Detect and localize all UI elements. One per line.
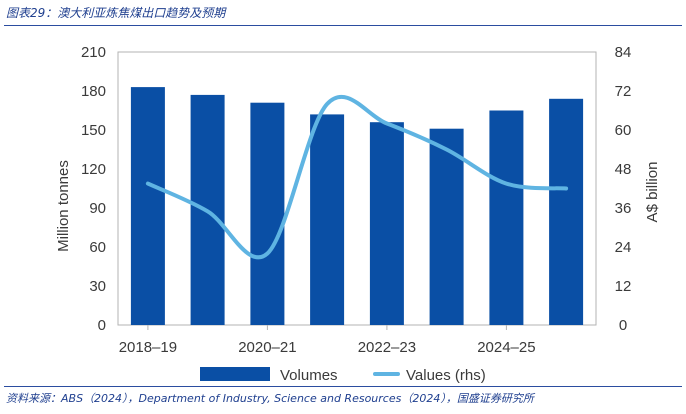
legend-label-values: Values (rhs) xyxy=(406,367,486,384)
x-tick-label: 2018–19 xyxy=(119,339,177,356)
y2-tick-label: 48 xyxy=(615,161,632,178)
y-tick-label: 0 xyxy=(98,317,106,334)
y2-tick-label: 36 xyxy=(615,200,632,217)
y2-tick-label: 84 xyxy=(615,44,632,61)
figure-title: 图表29：澳大利亚炼焦煤出口趋势及预期 xyxy=(6,6,226,20)
y2-tick-label: 0 xyxy=(619,317,627,334)
y-tick-label: 60 xyxy=(89,239,106,256)
top-rule xyxy=(4,25,682,26)
y2-tick-label: 12 xyxy=(615,278,632,295)
legend-label-volumes: Volumes xyxy=(280,367,338,384)
y2-tick-label: 60 xyxy=(615,122,632,139)
y-tick-label: 120 xyxy=(81,161,106,178)
bottom-rule xyxy=(4,386,682,387)
y2-axis-label: A$ billion xyxy=(644,162,661,223)
bar-volume xyxy=(369,122,404,325)
y-tick-label: 180 xyxy=(81,83,106,100)
y-tick-label: 150 xyxy=(81,122,106,139)
legend: Volumes Values (rhs) xyxy=(200,367,486,384)
y-tick-label: 30 xyxy=(89,278,106,295)
bar-volume xyxy=(130,87,165,325)
x-tick-label: 2022–23 xyxy=(358,339,416,356)
bar-volume xyxy=(250,102,285,325)
bar-volume xyxy=(310,114,345,326)
x-tick-label: 2020–21 xyxy=(238,339,296,356)
bar-volume xyxy=(429,128,464,325)
y-tick-label: 90 xyxy=(89,200,106,217)
y2-tick-label: 24 xyxy=(615,239,632,256)
source-note: 资料来源：ABS（2024），Department of Industry, S… xyxy=(6,392,534,405)
bar-volume xyxy=(549,98,584,325)
bar-volume xyxy=(489,110,524,325)
y-tick-label: 210 xyxy=(81,44,106,61)
line-values xyxy=(145,94,569,260)
legend-swatch-volumes xyxy=(200,367,270,381)
y2-tick-label: 72 xyxy=(615,83,632,100)
x-tick-label: 2024–25 xyxy=(477,339,535,356)
y-axis-label: Million tonnes xyxy=(55,160,72,252)
